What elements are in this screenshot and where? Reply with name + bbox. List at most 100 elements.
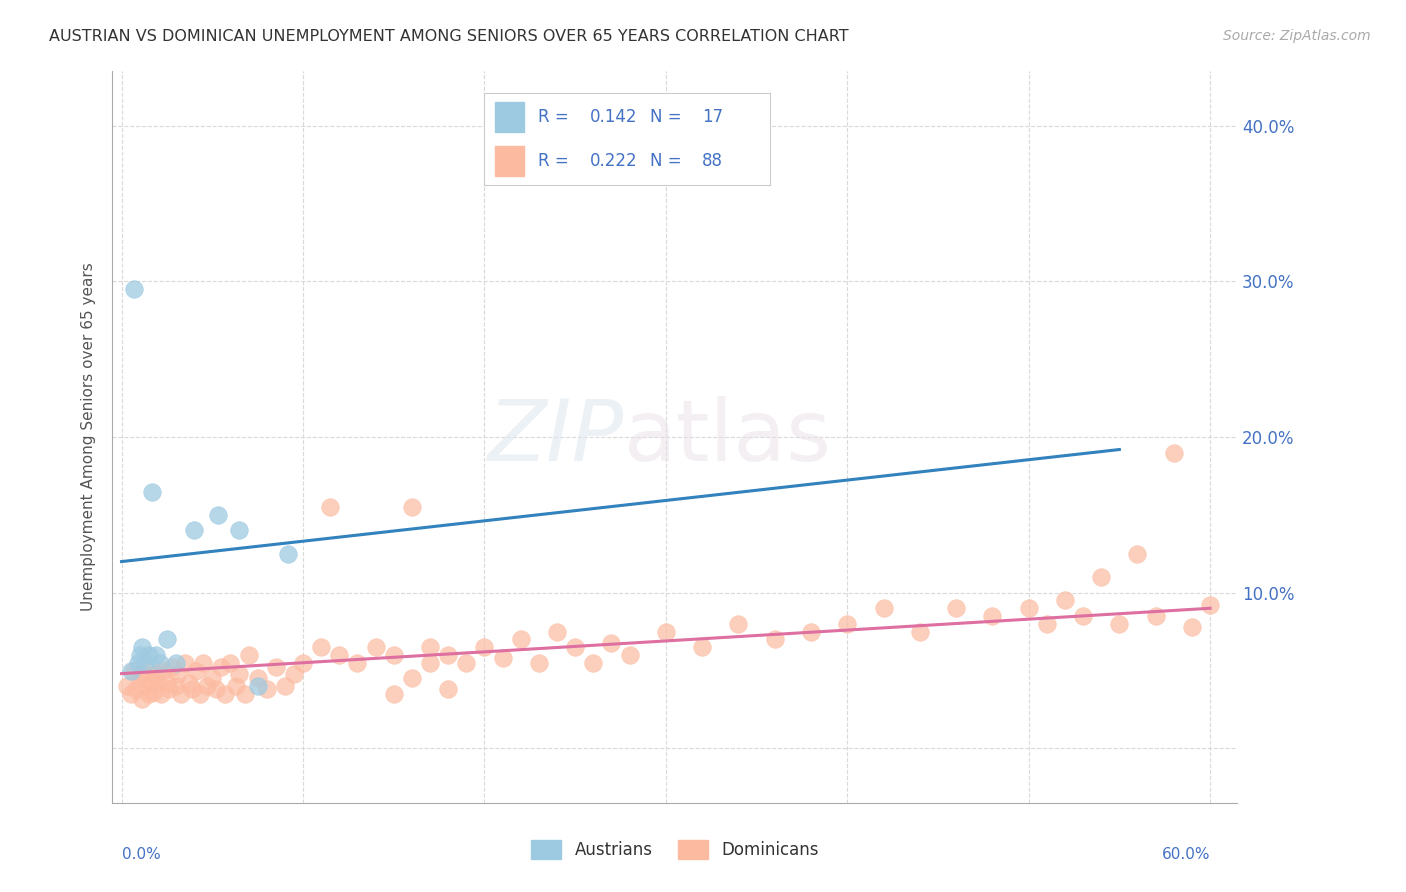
- Point: [132, 666, 155, 681]
- Point: [727, 616, 749, 631]
- Point: [401, 671, 423, 685]
- Point: [256, 682, 278, 697]
- Y-axis label: Unemployment Among Seniors over 65 years: Unemployment Among Seniors over 65 years: [80, 263, 96, 611]
- Point: [134, 656, 156, 670]
- Point: [274, 679, 297, 693]
- Point: [120, 664, 142, 678]
- Point: [1018, 601, 1040, 615]
- Point: [141, 676, 163, 690]
- Point: [225, 679, 247, 693]
- Point: [1036, 616, 1059, 631]
- Point: [193, 656, 215, 670]
- Point: [131, 640, 153, 655]
- Point: [214, 687, 236, 701]
- Point: [165, 679, 187, 693]
- Point: [233, 687, 256, 701]
- Point: [170, 687, 193, 701]
- Point: [277, 547, 299, 561]
- Point: [763, 632, 786, 647]
- Point: [143, 685, 166, 699]
- Point: [382, 687, 405, 701]
- Point: [127, 656, 149, 670]
- Point: [188, 687, 211, 701]
- Point: [195, 679, 218, 693]
- Point: [152, 664, 174, 678]
- Legend: Austrians, Dominicans: Austrians, Dominicans: [523, 831, 827, 868]
- Text: ZIP: ZIP: [488, 395, 624, 479]
- Point: [146, 676, 169, 690]
- Point: [283, 666, 305, 681]
- Point: [319, 500, 342, 515]
- Point: [128, 671, 150, 685]
- Point: [228, 666, 250, 681]
- Point: [509, 632, 531, 647]
- Point: [1090, 570, 1112, 584]
- Point: [364, 640, 387, 655]
- Point: [600, 635, 623, 649]
- Point: [491, 651, 513, 665]
- Point: [145, 666, 167, 681]
- Point: [582, 656, 605, 670]
- Point: [1108, 616, 1130, 631]
- Point: [546, 624, 568, 639]
- Point: [401, 500, 423, 515]
- Point: [1199, 598, 1222, 612]
- Point: [872, 601, 894, 615]
- Point: [139, 660, 162, 674]
- Point: [122, 664, 145, 678]
- Point: [134, 679, 156, 693]
- Point: [177, 676, 200, 690]
- Point: [908, 624, 931, 639]
- Point: [145, 648, 167, 662]
- Point: [246, 671, 269, 685]
- Point: [219, 656, 242, 670]
- Point: [981, 609, 1004, 624]
- Point: [181, 682, 204, 697]
- Point: [690, 640, 713, 655]
- Point: [120, 687, 142, 701]
- Point: [205, 682, 228, 697]
- Point: [157, 682, 180, 697]
- Point: [228, 524, 250, 538]
- Point: [150, 687, 173, 701]
- Point: [800, 624, 823, 639]
- Point: [141, 484, 163, 499]
- Point: [309, 640, 332, 655]
- Point: [125, 682, 148, 697]
- Point: [183, 524, 205, 538]
- Point: [165, 656, 187, 670]
- Point: [201, 671, 224, 685]
- Text: Source: ZipAtlas.com: Source: ZipAtlas.com: [1223, 29, 1371, 43]
- Point: [162, 660, 184, 674]
- Point: [564, 640, 586, 655]
- Point: [209, 660, 232, 674]
- Point: [291, 656, 314, 670]
- Point: [149, 656, 172, 670]
- Point: [122, 282, 145, 296]
- Point: [128, 648, 150, 662]
- Point: [246, 679, 269, 693]
- Point: [1181, 620, 1204, 634]
- Point: [619, 648, 641, 662]
- Point: [655, 624, 678, 639]
- Point: [156, 676, 179, 690]
- Point: [837, 616, 859, 631]
- Point: [1053, 593, 1076, 607]
- Point: [1126, 547, 1149, 561]
- Text: AUSTRIAN VS DOMINICAN UNEMPLOYMENT AMONG SENIORS OVER 65 YEARS CORRELATION CHART: AUSTRIAN VS DOMINICAN UNEMPLOYMENT AMONG…: [49, 29, 849, 44]
- Point: [115, 679, 138, 693]
- Point: [1163, 445, 1185, 459]
- Point: [174, 656, 197, 670]
- Point: [382, 648, 405, 662]
- Point: [527, 656, 550, 670]
- Point: [1144, 609, 1167, 624]
- Point: [456, 656, 478, 670]
- Text: 0.0%: 0.0%: [121, 847, 160, 862]
- Point: [264, 660, 287, 674]
- Point: [238, 648, 260, 662]
- Text: atlas: atlas: [624, 395, 832, 479]
- Point: [138, 648, 160, 662]
- Text: 60.0%: 60.0%: [1161, 847, 1211, 862]
- Point: [437, 648, 460, 662]
- Point: [437, 682, 460, 697]
